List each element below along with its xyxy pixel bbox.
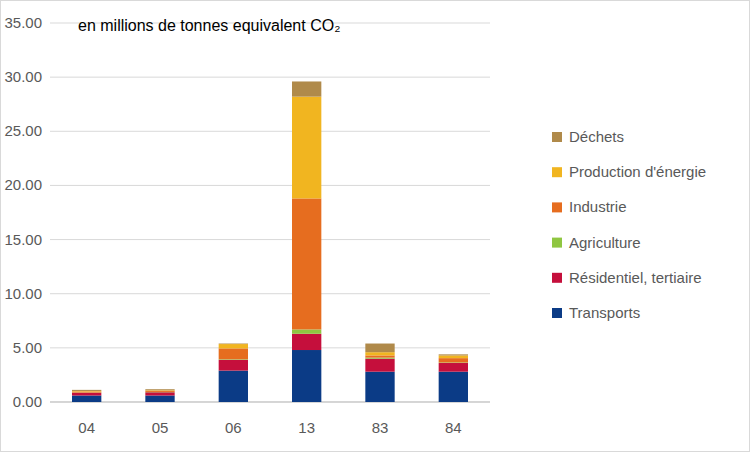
bar-segment bbox=[145, 390, 174, 392]
bar-segment bbox=[145, 392, 174, 395]
grid-line bbox=[50, 293, 490, 294]
bar-segment bbox=[219, 348, 248, 359]
bar-segment bbox=[145, 391, 174, 392]
legend-label: Résidentiel, tertiaire bbox=[569, 269, 702, 286]
frame bbox=[1, 1, 750, 452]
bar-segment bbox=[72, 391, 101, 392]
bar-segment bbox=[439, 372, 468, 402]
x-tick-label: 83 bbox=[372, 419, 389, 436]
x-tick-label: 04 bbox=[78, 419, 95, 436]
y-tick-label: 10.00 bbox=[4, 285, 42, 302]
y-tick-label: 20.00 bbox=[4, 176, 42, 193]
grid-line bbox=[50, 347, 490, 348]
legend-swatch bbox=[552, 132, 562, 142]
y-tick-label: 30.00 bbox=[4, 68, 42, 85]
bar-segment bbox=[219, 344, 248, 348]
grid-line bbox=[50, 239, 490, 240]
legend-swatch bbox=[552, 238, 562, 248]
bars bbox=[72, 81, 468, 402]
legend-swatch bbox=[552, 167, 562, 177]
bar-segment bbox=[219, 371, 248, 402]
grid-line bbox=[50, 77, 490, 78]
legend-label: Agriculture bbox=[569, 234, 641, 251]
bar-segment bbox=[439, 363, 468, 372]
bar-segment bbox=[292, 198, 321, 329]
bar-segment bbox=[292, 81, 321, 96]
chart: 0.00 5.00 10.00 15.00 20.00 25.00 30.00 35.00 04… bbox=[0, 0, 750, 452]
x-tick-label: 05 bbox=[152, 419, 169, 436]
legend-swatch bbox=[552, 308, 562, 318]
bar-segment bbox=[365, 358, 394, 359]
bar-segment bbox=[292, 334, 321, 350]
x-tick-label: 06 bbox=[225, 419, 242, 436]
y-tick-label: 15.00 bbox=[4, 231, 42, 248]
grid-line bbox=[50, 185, 490, 186]
bar-segment bbox=[365, 344, 394, 353]
x-tick-label: 84 bbox=[445, 419, 462, 436]
bar-segment bbox=[72, 390, 101, 391]
bar-segment bbox=[145, 396, 174, 402]
bar-segment bbox=[365, 352, 394, 355]
x-axis bbox=[50, 402, 490, 403]
y-tick-label: 5.00 bbox=[13, 339, 42, 356]
bar-segment bbox=[439, 354, 468, 355]
bar-segment bbox=[72, 396, 101, 402]
grid-line bbox=[50, 402, 490, 403]
bar-segment bbox=[365, 372, 394, 402]
bar-segment bbox=[219, 360, 248, 371]
bar-segment bbox=[72, 392, 101, 393]
bar-segment bbox=[292, 350, 321, 402]
bar-segment bbox=[292, 97, 321, 199]
bar-segment bbox=[145, 391, 174, 392]
y-tick-label: 35.00 bbox=[4, 14, 42, 31]
y-tick-label: 0.00 bbox=[13, 393, 42, 410]
bar-segment bbox=[219, 343, 248, 345]
legend-label: Déchets bbox=[569, 128, 624, 145]
bar-segment bbox=[365, 359, 394, 372]
legend-label: Transports bbox=[569, 304, 640, 321]
bar-segment bbox=[72, 393, 101, 396]
legend-swatch bbox=[552, 202, 562, 212]
bar-segment bbox=[145, 389, 174, 390]
bar-segment bbox=[72, 390, 101, 392]
bar-segment bbox=[292, 329, 321, 333]
legend-swatch bbox=[552, 273, 562, 283]
bar-segment bbox=[439, 358, 468, 362]
bar-segment bbox=[439, 355, 468, 358]
title: en millions de tonnes equivalent CO₂ bbox=[78, 17, 340, 34]
y-tick-label: 25.00 bbox=[4, 122, 42, 139]
bar-segment bbox=[365, 355, 394, 357]
x-tick-label: 13 bbox=[298, 419, 315, 436]
legend-label: Production d'énergie bbox=[569, 163, 706, 180]
grid-line bbox=[50, 131, 490, 132]
legend-label: Industrie bbox=[569, 198, 627, 215]
